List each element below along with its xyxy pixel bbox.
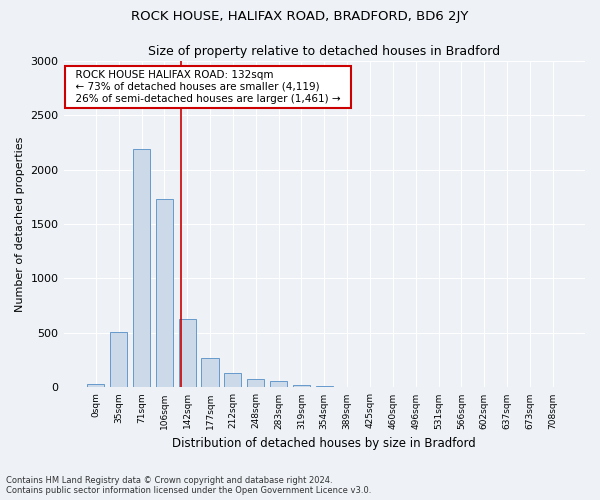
Bar [316,386,333,388]
Bar [133,149,150,388]
Bar [338,387,356,388]
Bar [384,387,401,388]
Bar [293,386,310,388]
Y-axis label: Number of detached properties: Number of detached properties [15,136,25,312]
Bar [407,387,424,388]
Text: ROCK HOUSE HALIFAX ROAD: 132sqm  
  ← 73% of detached houses are smaller (4,119): ROCK HOUSE HALIFAX ROAD: 132sqm ← 73% of… [69,70,347,104]
Bar [110,332,127,388]
Bar [87,384,104,388]
Bar [247,380,265,388]
Text: ROCK HOUSE, HALIFAX ROAD, BRADFORD, BD6 2JY: ROCK HOUSE, HALIFAX ROAD, BRADFORD, BD6 … [131,10,469,23]
Bar [156,199,173,388]
Bar [270,382,287,388]
Bar [224,374,241,388]
Title: Size of property relative to detached houses in Bradford: Size of property relative to detached ho… [148,45,500,58]
X-axis label: Distribution of detached houses by size in Bradford: Distribution of detached houses by size … [172,437,476,450]
Text: Contains HM Land Registry data © Crown copyright and database right 2024.
Contai: Contains HM Land Registry data © Crown c… [6,476,371,495]
Bar [202,358,218,388]
Bar [179,319,196,388]
Bar [361,387,379,388]
